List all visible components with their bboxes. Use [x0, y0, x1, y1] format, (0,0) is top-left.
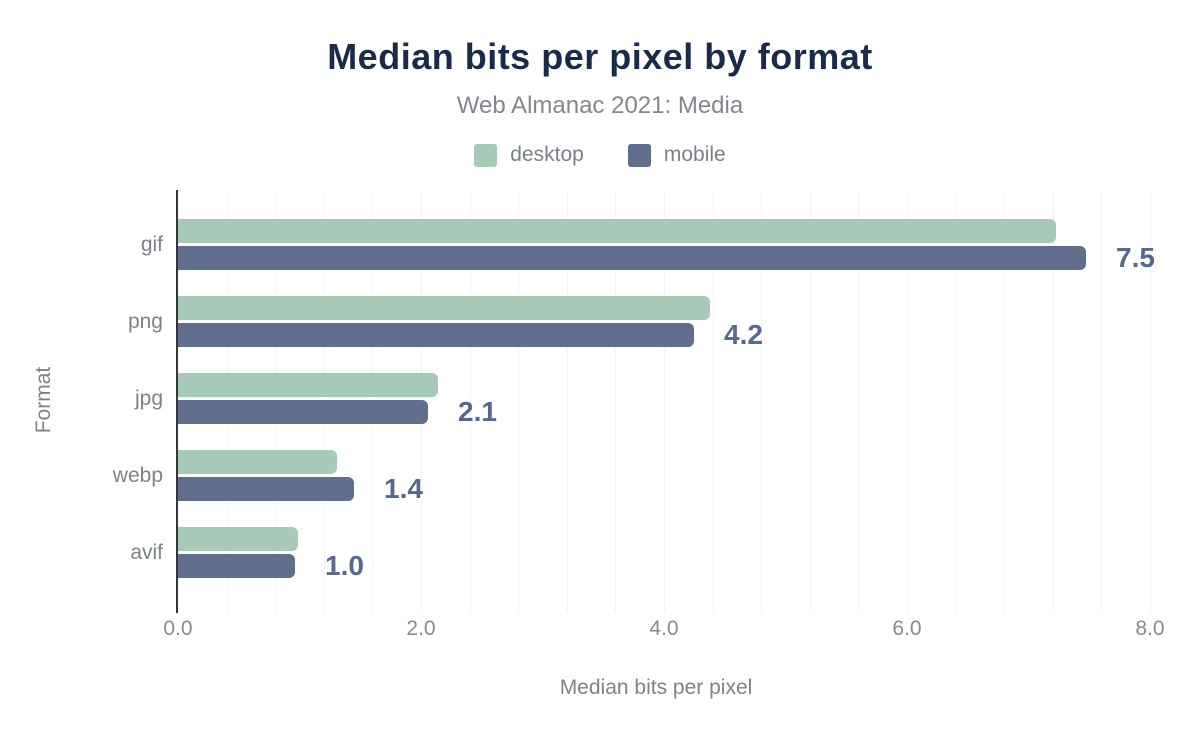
gridline	[1053, 190, 1054, 613]
bar-desktop-png	[178, 296, 710, 320]
bar-desktop-jpg	[178, 373, 438, 397]
gridline	[907, 190, 908, 613]
legend-item-desktop: desktop	[474, 143, 584, 167]
legend-label-desktop: desktop	[510, 143, 584, 166]
bar-desktop-gif	[178, 219, 1056, 243]
category-label-png: png	[127, 310, 163, 333]
bar-mobile-gif	[178, 246, 1086, 270]
value-label-webp: 1.4	[384, 473, 423, 504]
y-axis-title: Format	[32, 366, 55, 434]
bar-mobile-avif	[178, 554, 295, 578]
category-label-gif: gif	[140, 233, 163, 256]
value-label-jpg: 2.1	[458, 396, 497, 427]
x-tick-0.0: 0.0	[163, 617, 193, 640]
gridline	[858, 190, 859, 613]
gridline	[810, 190, 811, 613]
legend-label-mobile: mobile	[663, 143, 726, 166]
bar-desktop-avif	[178, 527, 298, 551]
legend-swatch-mobile	[627, 143, 651, 167]
gridline	[1101, 190, 1102, 613]
gridline	[664, 190, 665, 613]
category-label-avif: avif	[130, 541, 163, 564]
value-label-png: 4.2	[724, 319, 763, 350]
gridline	[470, 190, 471, 613]
gridline	[761, 190, 762, 613]
x-tick-2.0: 2.0	[406, 617, 436, 640]
category-label-webp: webp	[112, 464, 163, 487]
gridline	[713, 190, 714, 613]
legend: desktop mobile	[0, 143, 1200, 167]
chart-subtitle: Web Almanac 2021: Media	[456, 92, 744, 119]
value-label-avif: 1.0	[325, 550, 364, 581]
gridline	[956, 190, 957, 613]
chart-title: Median bits per pixel by format	[327, 36, 873, 77]
gridline	[615, 190, 616, 613]
gridline	[1004, 190, 1005, 613]
bar-mobile-jpg	[178, 400, 428, 424]
category-label-jpg: jpg	[134, 387, 163, 410]
bar-mobile-webp	[178, 477, 354, 501]
y-axis-line	[176, 190, 178, 613]
bar-mobile-png	[178, 323, 694, 347]
gridline	[567, 190, 568, 613]
legend-swatch-desktop	[474, 143, 498, 167]
gridline	[518, 190, 519, 613]
gridline	[1150, 190, 1151, 613]
x-tick-6.0: 6.0	[892, 617, 922, 640]
x-tick-8.0: 8.0	[1135, 617, 1165, 640]
value-label-gif: 7.5	[1116, 242, 1155, 273]
x-tick-4.0: 4.0	[649, 617, 679, 640]
bar-desktop-webp	[178, 450, 337, 474]
legend-item-mobile: mobile	[627, 143, 726, 167]
x-axis-title: Median bits per pixel	[559, 676, 753, 699]
